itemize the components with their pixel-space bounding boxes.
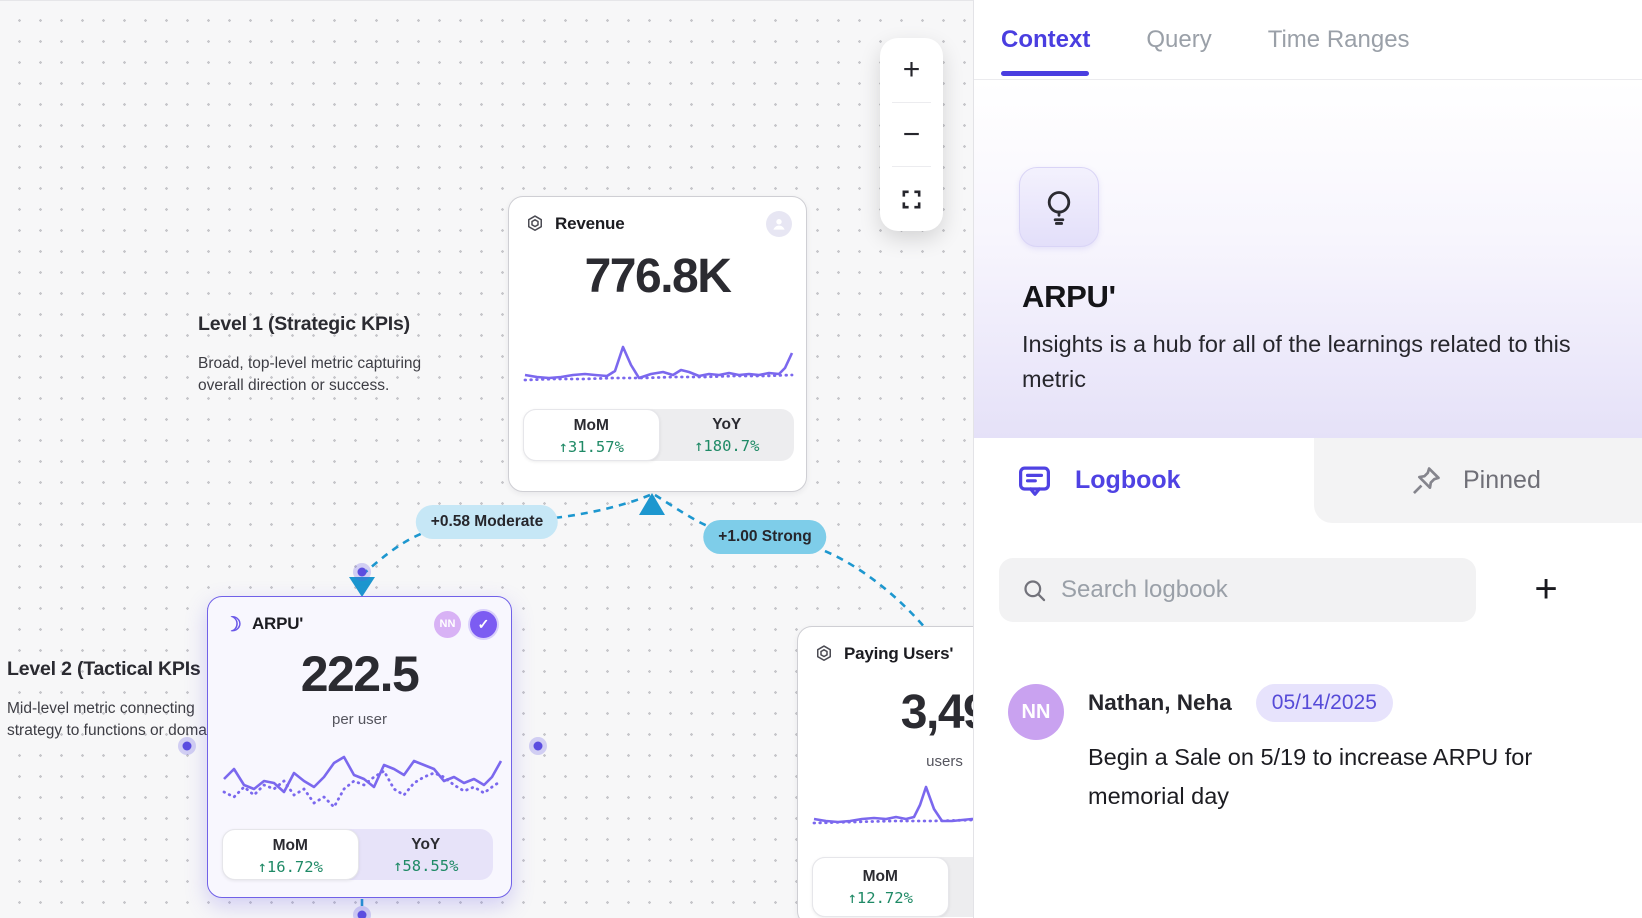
metric-card-paying-users[interactable]: Paying Users' 3,49 users MoM ↑12.72%	[797, 626, 973, 918]
entry-text: Begin a Sale on 5/19 to increase ARPU fo…	[1088, 744, 1533, 809]
level2-desc-line2: strategy to functions or doma	[7, 722, 207, 739]
metric-tree-canvas[interactable]: Level 1 (Strategic KPIs) Broad, top-leve…	[0, 0, 973, 918]
collaborator-badge[interactable]: NN	[434, 610, 461, 638]
lightbulb-icon	[1047, 191, 1071, 225]
verified-badge-icon: ✓	[470, 610, 497, 638]
mom-metric[interactable]: MoM ↑31.57%	[523, 409, 660, 461]
level2-desc-line1: Mid-level metric connecting	[7, 700, 195, 717]
logbook-pinned-tabs: Logbook Pinned	[974, 438, 1642, 523]
add-log-entry-button[interactable]: +	[1534, 566, 1558, 611]
avatar: NN	[1008, 684, 1064, 740]
pinned-label: Pinned	[1463, 466, 1541, 494]
mom-delta: ↑12.72%	[847, 889, 913, 907]
metric-context-header: ARPU' Insights is a hub for all of the l…	[974, 81, 1642, 438]
metric-card-arpu[interactable]: ☽ ARPU' NN ✓ 222.5 per user MoM ↑16.72% …	[207, 596, 512, 898]
pin-icon	[1413, 466, 1440, 494]
panel-tab-bar: Context Query Time Ranges	[974, 0, 1642, 80]
fit-view-button[interactable]	[880, 167, 943, 231]
fullscreen-icon	[902, 190, 921, 209]
yoy-metric[interactable]	[949, 857, 974, 917]
crescent-moon-icon: ☽	[224, 613, 242, 636]
mom-metric[interactable]: MoM ↑12.72%	[812, 857, 949, 917]
level2-title: Level 2 (Tactical KPIs	[7, 658, 201, 680]
yoy-metric[interactable]: YoY ↑180.7%	[660, 409, 795, 461]
mom-delta: ↑16.72%	[257, 858, 323, 876]
level1-desc-line1: Broad, top-level metric capturing	[198, 355, 422, 372]
panel-metric-description: Insights is a hub for all of the learnin…	[1022, 331, 1571, 392]
logbook-entry[interactable]: NN Nathan, Neha 05/14/2025 Begin a Sale …	[974, 676, 1642, 876]
tab-pinned[interactable]: Pinned	[1314, 438, 1642, 523]
yoy-metric[interactable]: YoY ↑58.55%	[359, 829, 494, 880]
metric-unit: per user	[331, 711, 388, 728]
tab-logbook[interactable]: Logbook	[974, 438, 1314, 523]
card-title: ARPU'	[251, 614, 304, 633]
logbook-comment-icon	[1019, 466, 1050, 496]
owner-avatar-icon[interactable]	[766, 211, 792, 237]
entry-date-badge: 05/14/2025	[1255, 684, 1393, 722]
zoom-out-button[interactable]: −	[902, 117, 921, 151]
card-title: Revenue	[555, 214, 625, 233]
mom-delta: ↑31.57%	[558, 438, 624, 456]
level1-annotation: Level 1 (Strategic KPIs) Broad, top-leve…	[198, 313, 421, 397]
revenue-sparkline	[523, 345, 794, 382]
zoom-in-button[interactable]: +	[902, 52, 921, 86]
yoy-delta: ↑58.55%	[393, 857, 459, 875]
zoom-controls: + −	[880, 38, 943, 231]
metric-value: 776.8K	[584, 250, 732, 303]
context-panel: Context Query Time Ranges ARPU' Insights…	[973, 0, 1642, 918]
tab-query[interactable]: Query	[1146, 25, 1212, 53]
arrowhead-into-revenue	[639, 493, 665, 515]
entry-author: Nathan, Neha	[1088, 690, 1232, 715]
logbook-search[interactable]	[999, 558, 1476, 622]
metric-value: 222.5	[300, 646, 420, 702]
level1-title: Level 1 (Strategic KPIs)	[198, 313, 410, 335]
metric-card-revenue[interactable]: Revenue 776.8K MoM ↑31.57% YoY ↑180.7%	[508, 196, 807, 492]
panel-metric-title: ARPU'	[1022, 279, 1116, 314]
metric-value: 3,49	[900, 686, 973, 739]
insight-tile	[1019, 167, 1099, 247]
logbook-label: Logbook	[1075, 466, 1181, 494]
mom-metric[interactable]: MoM ↑16.72%	[222, 829, 359, 880]
level1-desc-line2: overall direction or success.	[198, 377, 390, 394]
tab-context[interactable]: Context	[1001, 25, 1091, 53]
tab-time-ranges[interactable]: Time Ranges	[1267, 25, 1410, 53]
correlation-badge-strong[interactable]: +1.00 Strong	[703, 520, 827, 554]
metric-unit: users	[926, 753, 963, 770]
yoy-delta: ↑180.7%	[694, 437, 760, 455]
hexagon-metric-icon	[814, 644, 834, 664]
level2-annotation: Level 2 (Tactical KPIs Mid-level metric …	[7, 658, 207, 742]
correlation-badge-moderate[interactable]: +0.58 Moderate	[415, 505, 559, 539]
paying-users-sparkline	[812, 785, 973, 825]
arpu-sparkline	[222, 755, 503, 809]
active-tab-underline	[1001, 71, 1089, 76]
hexagon-metric-icon	[525, 214, 545, 234]
search-icon	[1024, 580, 1046, 602]
card-title: Paying Users'	[844, 644, 954, 663]
search-input[interactable]	[1061, 558, 1461, 622]
arrowhead-into-arpu	[349, 577, 375, 597]
